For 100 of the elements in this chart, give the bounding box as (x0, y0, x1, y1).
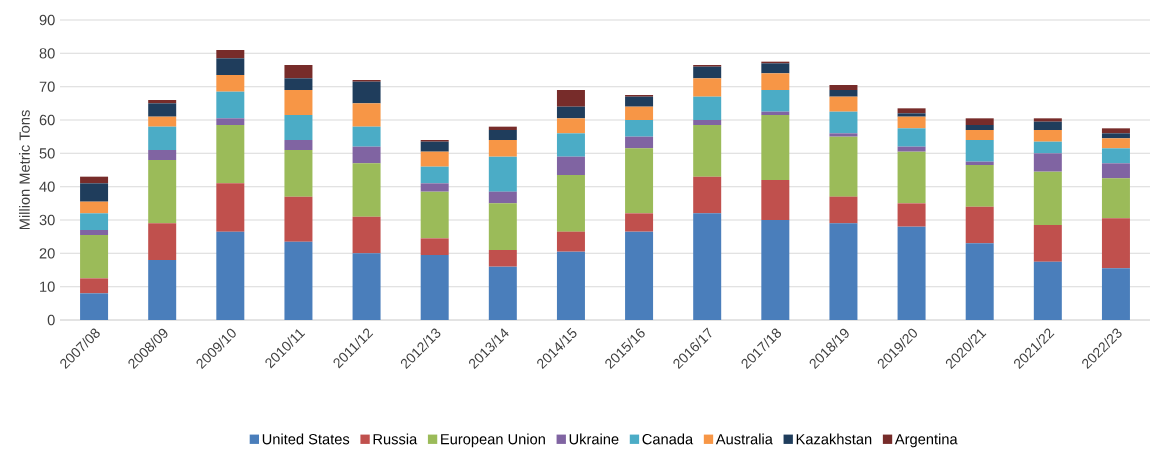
bar (1033, 153, 1062, 172)
bar (693, 66, 722, 79)
bar (488, 130, 517, 140)
bar (148, 150, 177, 160)
y-tick-label: 20 (39, 248, 55, 259)
bar (829, 136, 858, 197)
y-tick-label: 90 (39, 14, 55, 26)
bar (693, 96, 722, 120)
bar (352, 103, 381, 127)
bar (80, 230, 109, 235)
bar (897, 203, 926, 227)
bar (693, 125, 722, 177)
bar (1033, 121, 1062, 130)
bar (148, 260, 177, 320)
bar (1101, 268, 1130, 320)
bar (1033, 118, 1062, 122)
bar (148, 126, 177, 150)
bar (1101, 218, 1130, 269)
bar (897, 116, 926, 129)
bar (80, 235, 109, 279)
bar (1101, 138, 1130, 149)
bar (216, 231, 245, 320)
bar (488, 191, 517, 204)
bar (897, 113, 926, 117)
bar (1033, 261, 1062, 320)
bar (1033, 141, 1062, 154)
bar (556, 118, 585, 134)
bar (80, 201, 109, 214)
bar (1033, 130, 1062, 142)
bar (556, 231, 585, 252)
bar (488, 203, 517, 250)
bar (965, 140, 994, 162)
bar (897, 151, 926, 204)
bar (761, 220, 790, 320)
y-tick-label: 0 (47, 314, 55, 326)
bar (761, 180, 790, 220)
bar (148, 116, 177, 127)
bar (761, 111, 790, 115)
legend-label: Ukraine (569, 433, 619, 445)
bar (1101, 163, 1130, 179)
bar (352, 253, 381, 320)
bar (965, 206, 994, 244)
bar (829, 223, 858, 320)
bar (761, 73, 790, 90)
bar (148, 100, 177, 104)
bar (625, 120, 654, 137)
legend-label: Argentina (894, 433, 958, 448)
bar (829, 111, 858, 134)
bar (148, 103, 177, 117)
bar (625, 231, 654, 320)
bar (488, 250, 517, 267)
bar (148, 223, 177, 260)
bar (284, 140, 313, 150)
y-tick-label: 30 (39, 214, 55, 226)
bar (284, 90, 313, 115)
bar (829, 96, 858, 112)
bar (556, 106, 585, 119)
bar (556, 133, 585, 157)
bar (829, 133, 858, 137)
bar (556, 251, 585, 320)
bar (80, 278, 109, 294)
bar (625, 213, 654, 232)
bar (965, 118, 994, 125)
bar (352, 126, 381, 147)
bar (829, 90, 858, 97)
bar (693, 176, 722, 214)
bar (420, 183, 449, 192)
bar (216, 91, 245, 119)
bar (284, 115, 313, 140)
bar (761, 115, 790, 180)
y-tick-label: 40 (39, 181, 55, 192)
bar (284, 241, 313, 320)
bar (625, 96, 654, 107)
bar (80, 176, 109, 184)
legend-label: Australia (715, 433, 773, 445)
bar (897, 108, 926, 114)
bar (148, 160, 177, 224)
bar (216, 75, 245, 92)
bar (897, 128, 926, 147)
bar (352, 163, 381, 217)
bar (693, 213, 722, 320)
bar (965, 161, 994, 165)
bar (284, 65, 313, 79)
bar (1033, 171, 1062, 225)
bar (488, 126, 517, 130)
bar (216, 183, 245, 232)
bar (216, 50, 245, 59)
bar (488, 156, 517, 192)
bar (420, 141, 449, 152)
y-tick-label: 80 (39, 48, 55, 59)
bar (216, 58, 245, 75)
bar (352, 81, 381, 104)
bar (1101, 148, 1130, 164)
bar (284, 78, 313, 90)
legend-label: United States (262, 433, 350, 445)
legend-label: Canada (642, 433, 694, 445)
y-tick-label: 10 (40, 281, 55, 292)
bar (965, 130, 994, 140)
y-axis-title: Million Metric Tons (19, 110, 30, 230)
legend-label: Kazakhstan (796, 433, 872, 445)
